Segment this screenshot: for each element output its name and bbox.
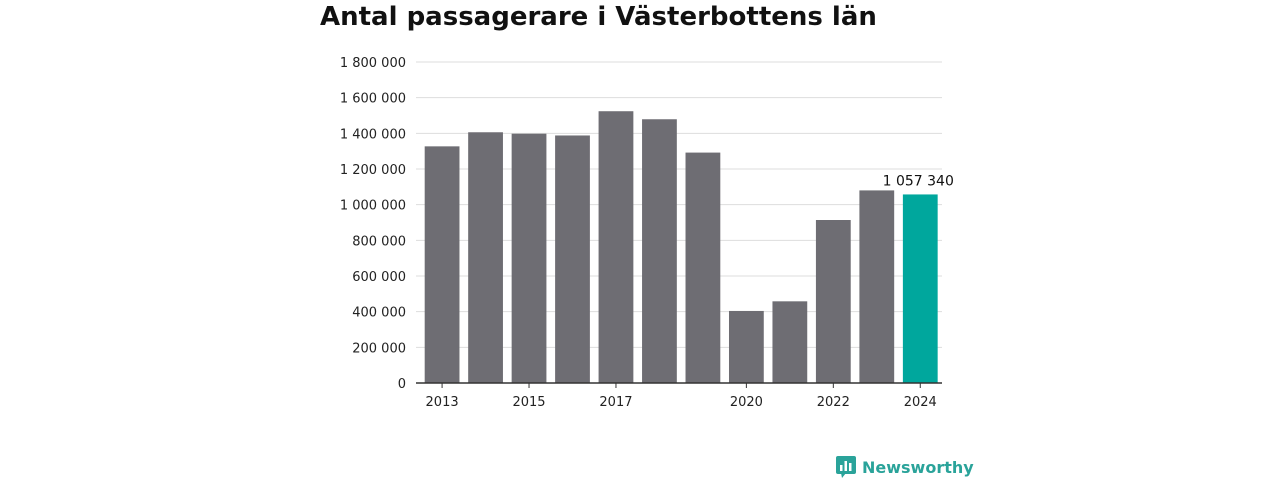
bar-2018	[642, 119, 677, 383]
bar-2019	[685, 152, 721, 383]
data-label-2024: 1 057 340	[883, 173, 954, 189]
bar-2023	[859, 190, 895, 383]
x-tick-label: 2015	[512, 395, 545, 410]
x-tick-label: 2013	[426, 395, 459, 410]
newsworthy-logo: Newsworthy	[836, 456, 974, 478]
y-tick-label: 800 000	[352, 234, 406, 249]
y-tick-label: 400 000	[352, 306, 406, 321]
bar-chart-speech-bubble-icon	[836, 456, 856, 478]
y-tick-label: 200 000	[352, 341, 406, 356]
y-tick-label: 1 800 000	[340, 56, 406, 71]
axes	[416, 382, 942, 388]
y-tick-label: 1 000 000	[340, 199, 406, 214]
x-tick-label: 2020	[730, 395, 763, 410]
chart-title: Antal passagerare i Västerbottens län	[320, 2, 877, 32]
bars	[424, 111, 938, 383]
bar-2022	[815, 220, 851, 383]
y-tick-label: 600 000	[352, 270, 406, 285]
bar-2017	[598, 111, 634, 383]
brand-name: Newsworthy	[862, 457, 974, 477]
bar-2016	[555, 135, 590, 383]
bar-2021	[772, 301, 808, 383]
bar-2020	[728, 310, 764, 383]
y-tick-label: 1 200 000	[340, 163, 406, 178]
bar-2013	[424, 146, 460, 383]
x-tick-label: 2024	[904, 395, 937, 410]
y-tick-label: 1 600 000	[340, 92, 406, 107]
y-tick-label: 1 400 000	[340, 127, 406, 142]
labels: 0 200 000 400 000 600 000 800 000 1 000 000 1 …	[340, 56, 954, 410]
bar-2014	[468, 132, 503, 383]
bar-2015	[511, 133, 547, 383]
y-tick-label: 0	[398, 377, 406, 392]
gridlines	[416, 61, 942, 348]
x-tick-label: 2017	[599, 395, 632, 410]
x-tick-label: 2022	[817, 395, 850, 410]
bar-2024	[902, 194, 938, 383]
